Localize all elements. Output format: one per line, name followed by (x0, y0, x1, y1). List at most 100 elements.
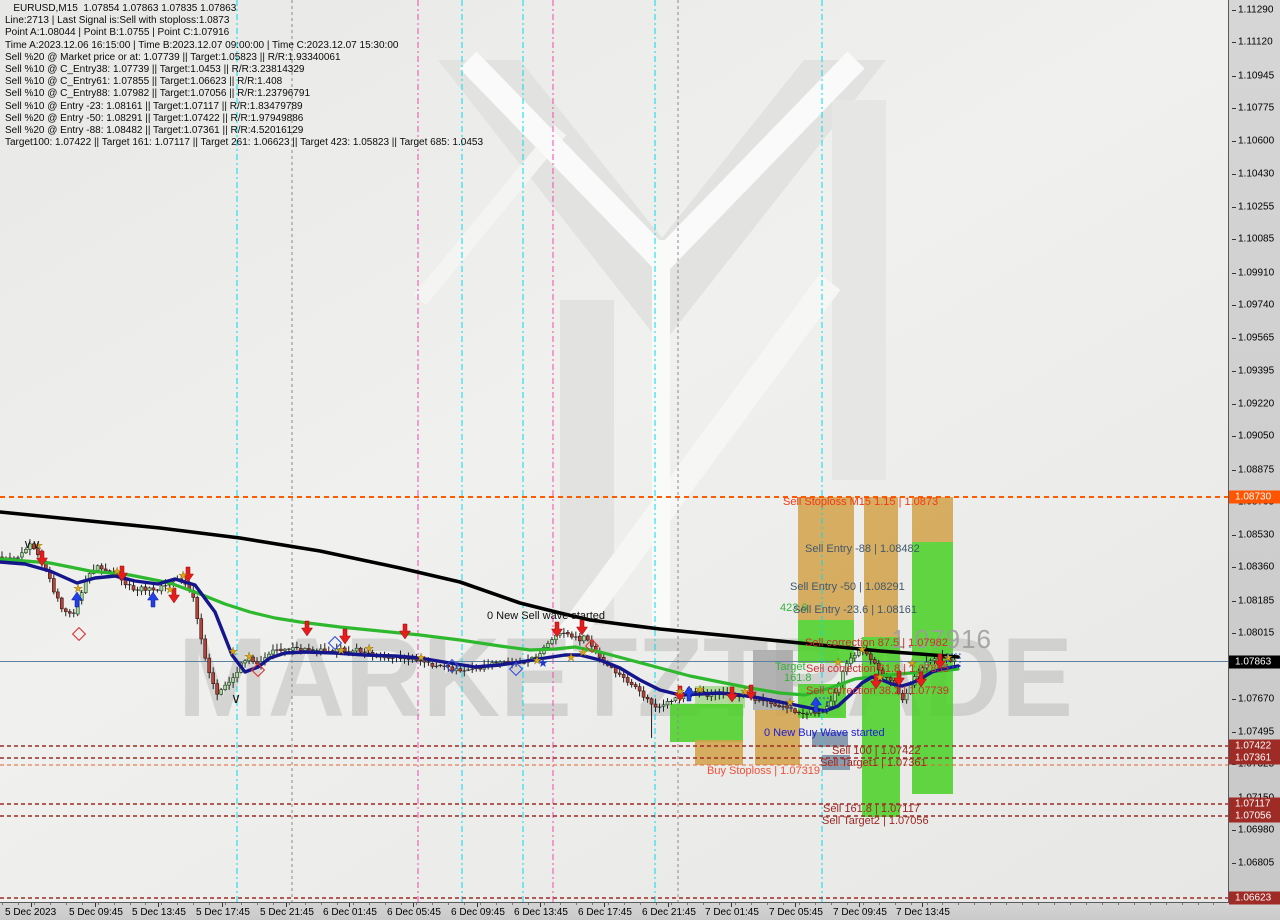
time-minor-tick (894, 903, 896, 905)
time-major-tick (31, 903, 32, 907)
time-minor-tick (161, 903, 163, 905)
annotation-entry: Sell Entry -23.6 | 1.08161 (793, 604, 917, 616)
star-signal-icon: ★ (416, 652, 426, 664)
info-line-4: Sell %20 @ Market price or at: 1.07739 |… (5, 51, 341, 63)
annotation-bsl: Buy Stoploss | 1.07319 (707, 765, 820, 777)
star-signal-icon: ★ (532, 655, 542, 667)
time-tick-label: 5 Dec 2023 (5, 907, 57, 918)
price-tick (1232, 436, 1236, 437)
signal-info-panel: EURUSD,M15 1.07854 1.07863 1.07835 1.078… (5, 3, 483, 149)
time-major-tick (668, 903, 669, 907)
annotation-tgt: Sell 100 | 1.07422 (832, 745, 921, 757)
time-major-tick (795, 903, 796, 907)
star-signal-icon: ★ (675, 686, 685, 698)
time-minor-tick (655, 903, 657, 905)
time-minor-tick (607, 903, 609, 905)
price-tick (1232, 567, 1236, 568)
info-line-1: Line:2713 | Last Signal is:Sell with sto… (5, 15, 230, 27)
star-signal-icon: ★ (875, 672, 885, 684)
price-tick-label: 1.10600 (1238, 135, 1275, 147)
price-level-box-tgtbox: 1.06623 (1229, 891, 1280, 905)
price-tick (1232, 207, 1236, 208)
sell-arrow-icon (36, 550, 48, 567)
price-level-box-tgtbox: 1.07422 (1229, 739, 1280, 753)
star-signal-icon: ★ (785, 697, 795, 709)
time-minor-tick (543, 903, 545, 905)
annotation-corr: Sell correction 61.8 | 1.07855 (806, 663, 949, 675)
time-minor-tick (1165, 903, 1167, 905)
price-tick-label: 1.06805 (1238, 857, 1275, 869)
zone-green (670, 704, 743, 742)
info-line-0: EURUSD,M15 1.07854 1.07863 1.07835 1.078… (5, 3, 237, 14)
time-minor-tick (448, 903, 450, 905)
info-line-6: Sell %10 @ C_Entry61: 1.07855 || Target:… (5, 76, 283, 88)
price-axis[interactable]: 1.11290 1.11120 1.10945 1.10775 1.10600 1.104… (1228, 0, 1280, 905)
red-diamond-icon (250, 662, 266, 678)
star-signal-icon: ★ (73, 583, 83, 595)
time-minor-tick (1054, 903, 1056, 905)
time-minor-tick (193, 903, 195, 905)
time-minor-tick (352, 903, 354, 905)
price-tick (1232, 76, 1236, 77)
price-tick-label: 1.06980 (1238, 824, 1275, 836)
info-line-11: Target100: 1.07422 || Target 161: 1.0711… (5, 137, 484, 149)
time-minor-tick (846, 903, 848, 905)
chart-canvas[interactable]: MARKETZTRADE ★ ★ ★ ★ ★ ★ ★ ★ ★ ★ ★ ★ ★ ★ ★ ★ ★ ★ ★ ★ ★ ★ ★ ∨ ∨∨ E… (0, 0, 1228, 902)
info-line-8: Sell %10 @ Entry -23: 1.08161 || Target:… (5, 100, 303, 112)
annotation-green: 161.8 (784, 672, 812, 684)
price-tick-label: 1.09395 (1238, 365, 1275, 377)
time-minor-tick (496, 903, 498, 905)
price-level-box-tgtbox: 1.07361 (1229, 751, 1280, 765)
price-tick (1232, 535, 1236, 536)
time-minor-tick (1197, 903, 1199, 905)
price-tick (1232, 141, 1236, 142)
sell-arrow-icon (339, 628, 351, 645)
time-minor-tick (974, 903, 976, 905)
annotation-bignum: 1.07916 (891, 624, 992, 654)
buy-arrow-icon (71, 591, 83, 608)
star-signal-icon: ★ (228, 646, 238, 658)
price-tick (1232, 273, 1236, 274)
price-tick-label: 1.09565 (1238, 332, 1275, 344)
level-lines (0, 496, 1228, 899)
trade-zones (670, 497, 953, 817)
price-tick-label: 1.10775 (1238, 102, 1275, 114)
chart-plot: MARKETZTRADE★★★★★★ ★ ★ ★★ ★ ★ ★★ ★ ★★★★★★ ★★∨∨∨ (0, 0, 1228, 902)
star-signal-icon: ★ (833, 657, 843, 669)
time-major-tick (859, 903, 860, 907)
time-tick-label: 5 Dec 21:45 (260, 907, 314, 918)
time-tick-label: 7 Dec 05:45 (769, 907, 823, 918)
blue-diamond-icon (327, 635, 343, 651)
price-tick (1232, 108, 1236, 109)
time-tick-label: 7 Dec 01:45 (705, 907, 759, 918)
annotation-tgt: Sell 161.8 | 1.07117 (823, 803, 920, 815)
time-tick-label: 6 Dec 21:45 (642, 907, 696, 918)
price-tick (1232, 338, 1236, 339)
star-signal-icon: ★ (578, 647, 588, 659)
sell-arrow-icon (726, 686, 738, 703)
time-minor-tick (926, 903, 928, 905)
time-major-tick (158, 903, 159, 907)
time-minor-tick (910, 903, 912, 905)
time-minor-tick (225, 903, 227, 905)
price-tick-label: 1.10255 (1238, 201, 1275, 213)
price-tick (1232, 764, 1236, 765)
time-minor-tick (878, 903, 880, 905)
info-line-9: Sell %20 @ Entry -50: 1.08291 || Target:… (5, 112, 304, 124)
annotation-tgt: Sell Target2 | 1.07056 (822, 815, 929, 827)
time-major-tick (222, 903, 223, 907)
price-tick-label: 1.08185 (1238, 595, 1275, 607)
time-tick-label: 5 Dec 09:45 (69, 907, 123, 918)
time-minor-tick (177, 903, 179, 905)
price-level-box-tgtbox: 1.07117 (1229, 797, 1280, 811)
time-minor-tick (1181, 903, 1183, 905)
sell-arrow-icon (915, 671, 927, 688)
time-major-tick (922, 903, 923, 907)
price-tick (1232, 42, 1236, 43)
time-minor-tick (1022, 903, 1024, 905)
price-tick (1232, 863, 1236, 864)
time-minor-tick (687, 903, 689, 905)
time-axis[interactable]: 5 Dec 2023 5 Dec 09:45 5 Dec 13:45 5 Dec 17… (0, 902, 1280, 920)
time-minor-tick (464, 903, 466, 905)
time-minor-tick (958, 903, 960, 905)
